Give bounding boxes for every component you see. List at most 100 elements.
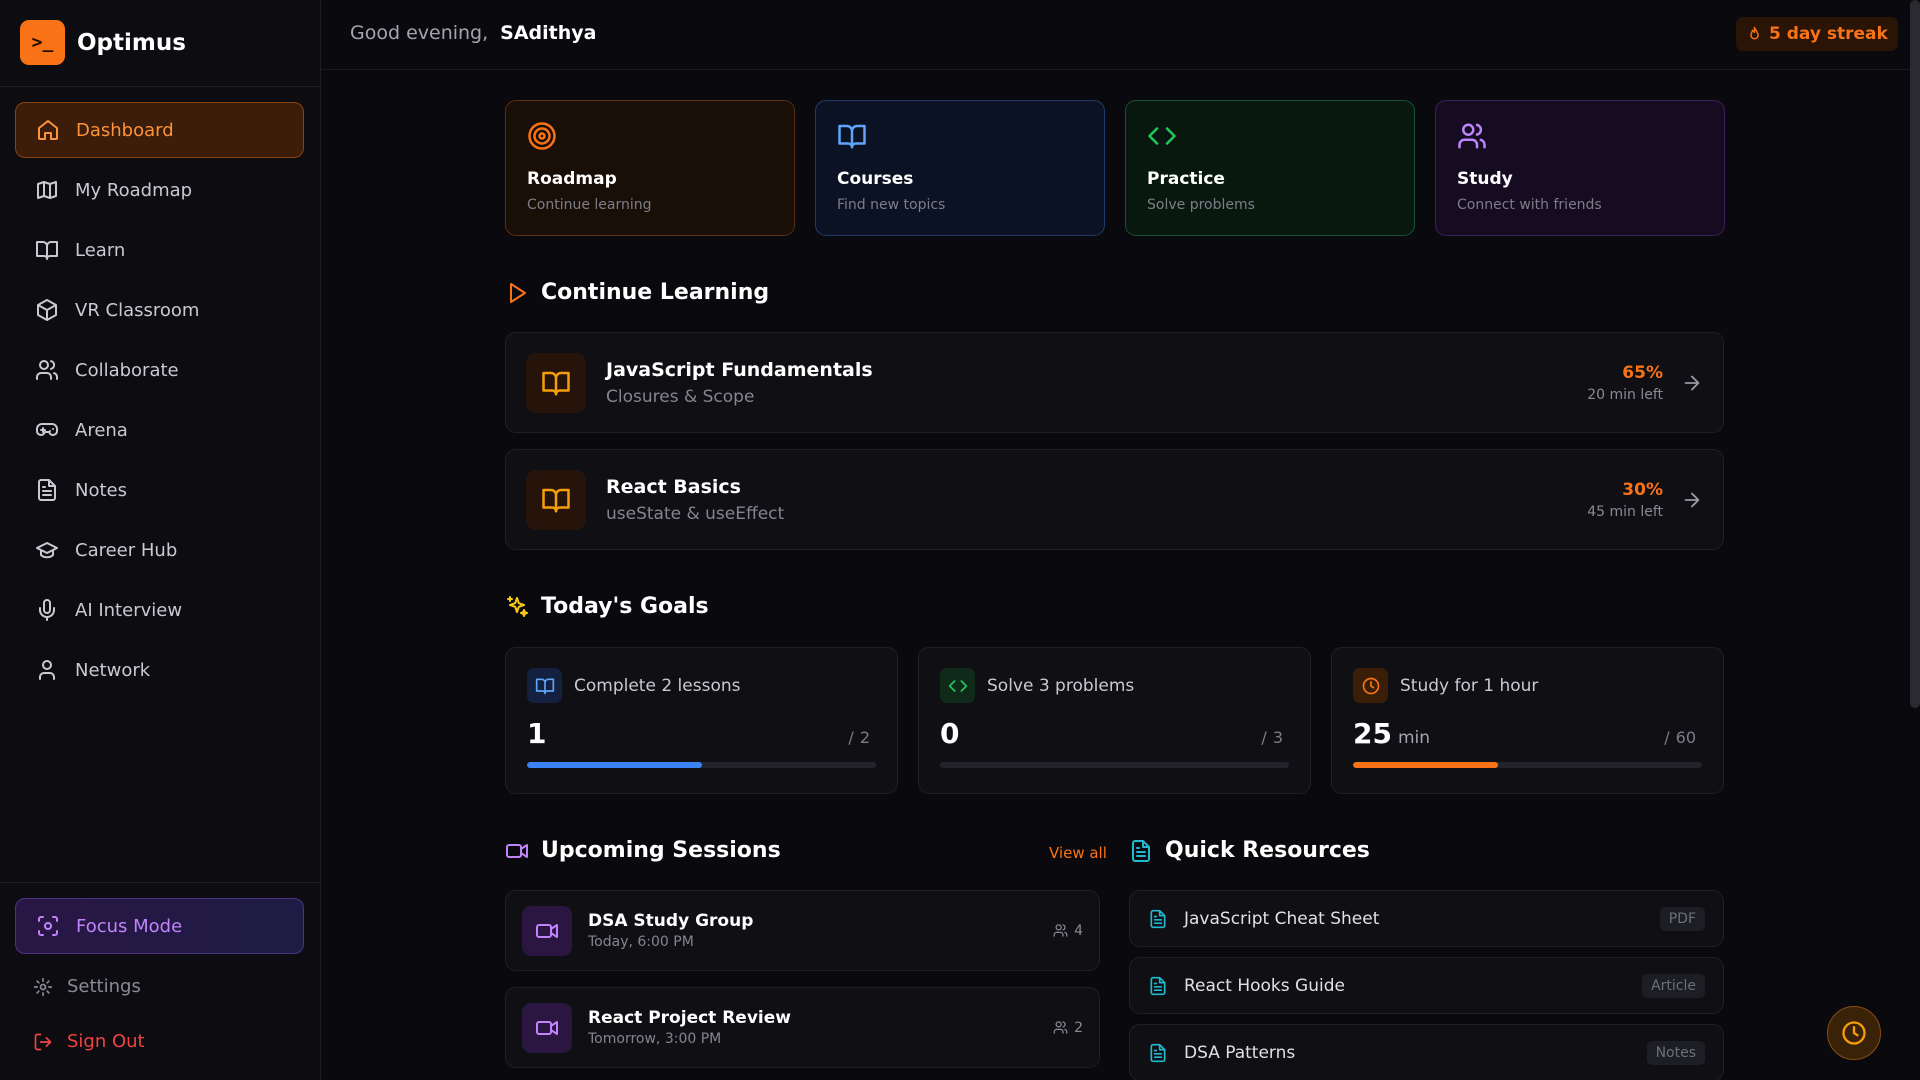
decoration: Study for 1 hour [1353,668,1702,703]
settings-label: Settings [67,976,141,997]
mic-icon [39,599,55,621]
decoration [522,905,572,956]
decoration [1681,489,1703,511]
nav-item[interactable]: Collaborate [15,342,304,398]
nav-item[interactable]: AI Interview [15,582,304,638]
view-all-link[interactable]: View all [1049,844,1107,862]
resource-tag: Notes [1646,1040,1705,1065]
file-icon [1150,909,1166,928]
nav-label: AI Interview [75,599,183,621]
section-title-text: Upcoming Sessions [541,838,781,863]
course-card[interactable]: React Basics useState & useEffect 30% 45 m… [505,449,1724,550]
course-time-left: 45 min left [1587,503,1663,520]
nav-label: Learn [75,239,126,261]
section-title-text: Today's Goals [541,594,709,619]
decoration: Solve 3 problems [940,668,1289,703]
cap-icon [36,542,58,559]
decoration: 4 [1053,923,1083,939]
separator: / [1664,728,1670,747]
course-card[interactable]: JavaScript Fundamentals Closures & Scope … [505,332,1724,433]
decoration: 1 /2 [527,717,876,750]
resource-title: DSA Patterns [1184,1042,1296,1063]
spark-icon [507,595,528,617]
progress-track [1353,762,1702,768]
nav-item[interactable]: Network [15,642,304,698]
decoration: 65% 20 min left [1587,363,1663,403]
decoration: JavaScript Fundamentals Closures & Scope [606,359,1587,407]
logo: >_ [20,20,65,65]
resource-item[interactable]: JavaScript Cheat Sheet PDF [1129,890,1724,947]
nav-item[interactable]: VR Classroom [15,282,304,338]
decoration [526,352,586,413]
brand: >_ Optimus [20,20,186,65]
resource-item[interactable]: DSA Patterns Notes [1129,1024,1724,1080]
course-subtitle: Closures & Scope [606,386,755,407]
video-icon [536,923,558,938]
session-card[interactable]: React Project Review Tomorrow, 3:00 PM 2 [505,987,1100,1068]
nav-item[interactable]: Career Hub [15,522,304,578]
decoration [837,121,1083,155]
divider [0,86,321,87]
users-icon [1053,1021,1068,1034]
sign-out-link[interactable]: Sign Out [33,1031,145,1052]
goal-card: Solve 3 problems 0 /3 [918,647,1311,794]
resource-title: React Hooks Guide [1184,975,1345,996]
goal-card: Study for 1 hour 25 min / 60 [1331,647,1724,794]
session-attendees: 4 [1074,922,1083,939]
goal-target: /2 [848,728,876,747]
focus-icon [38,916,58,936]
clock-icon [1362,677,1379,694]
nav-item[interactable]: Learn [15,222,304,278]
decoration [1129,839,1153,863]
nav-label: VR Classroom [75,299,200,321]
book-icon [542,488,570,512]
nav-item[interactable]: Arena [15,402,304,458]
session-time: Today, 6:00 PM [588,934,694,950]
users-icon [36,360,59,380]
book-icon [535,678,554,694]
focus-mode-label: Focus Mode [76,915,183,937]
users-icon [1458,123,1486,149]
goal-target: / 60 [1664,728,1702,747]
file-icon [1132,839,1150,862]
quick-card-subtitle: Find new topics [837,197,946,213]
code-icon [1148,127,1176,145]
resource-tag: PDF [1659,906,1705,931]
session-time: Tomorrow, 3:00 PM [588,1031,722,1047]
book-icon [838,124,866,149]
quick-card[interactable]: Courses Find new topics [815,100,1105,236]
decoration [505,595,529,619]
decoration [1147,121,1393,155]
nav-item[interactable]: Notes [15,462,304,518]
section-title-text: Quick Resources [1165,838,1370,863]
quick-card[interactable]: Roadmap Continue learning [505,100,795,236]
decoration [1353,668,1388,703]
nav-item[interactable]: Dashboard [15,102,304,158]
resource-item[interactable]: React Hooks Guide Article [1129,957,1724,1014]
decoration [505,281,529,305]
goal-label: Study for 1 hour [1400,675,1539,696]
quick-card[interactable]: Practice Solve problems [1125,100,1415,236]
goal-current: 25 [1353,717,1392,750]
code-icon [948,679,967,692]
home-icon [38,120,58,140]
nav-item[interactable]: My Roadmap [15,162,304,218]
focus-mode-button[interactable]: Focus Mode [15,898,304,954]
flame-icon [1750,26,1759,39]
user-name: SAdithya [500,22,597,44]
settings-link[interactable]: Settings [33,976,141,997]
decoration: 25 min / 60 [1353,717,1702,750]
course-progress: 30% [1622,479,1663,500]
session-card[interactable]: DSA Study Group Today, 6:00 PM 4 [505,890,1100,971]
section-title: Today's Goals [505,594,709,619]
section-title-text: Continue Learning [541,280,770,305]
timer-button[interactable] [1827,1006,1881,1060]
decoration [527,121,773,155]
nav-label: Dashboard [76,119,174,141]
arrow-icon [1684,492,1700,507]
greeting: Good evening, SAdithya [350,22,597,44]
quick-card-subtitle: Continue learning [527,197,652,213]
section-title: Quick Resources [1129,838,1370,863]
quick-card[interactable]: Study Connect with friends [1435,100,1725,236]
decoration [1681,372,1703,394]
